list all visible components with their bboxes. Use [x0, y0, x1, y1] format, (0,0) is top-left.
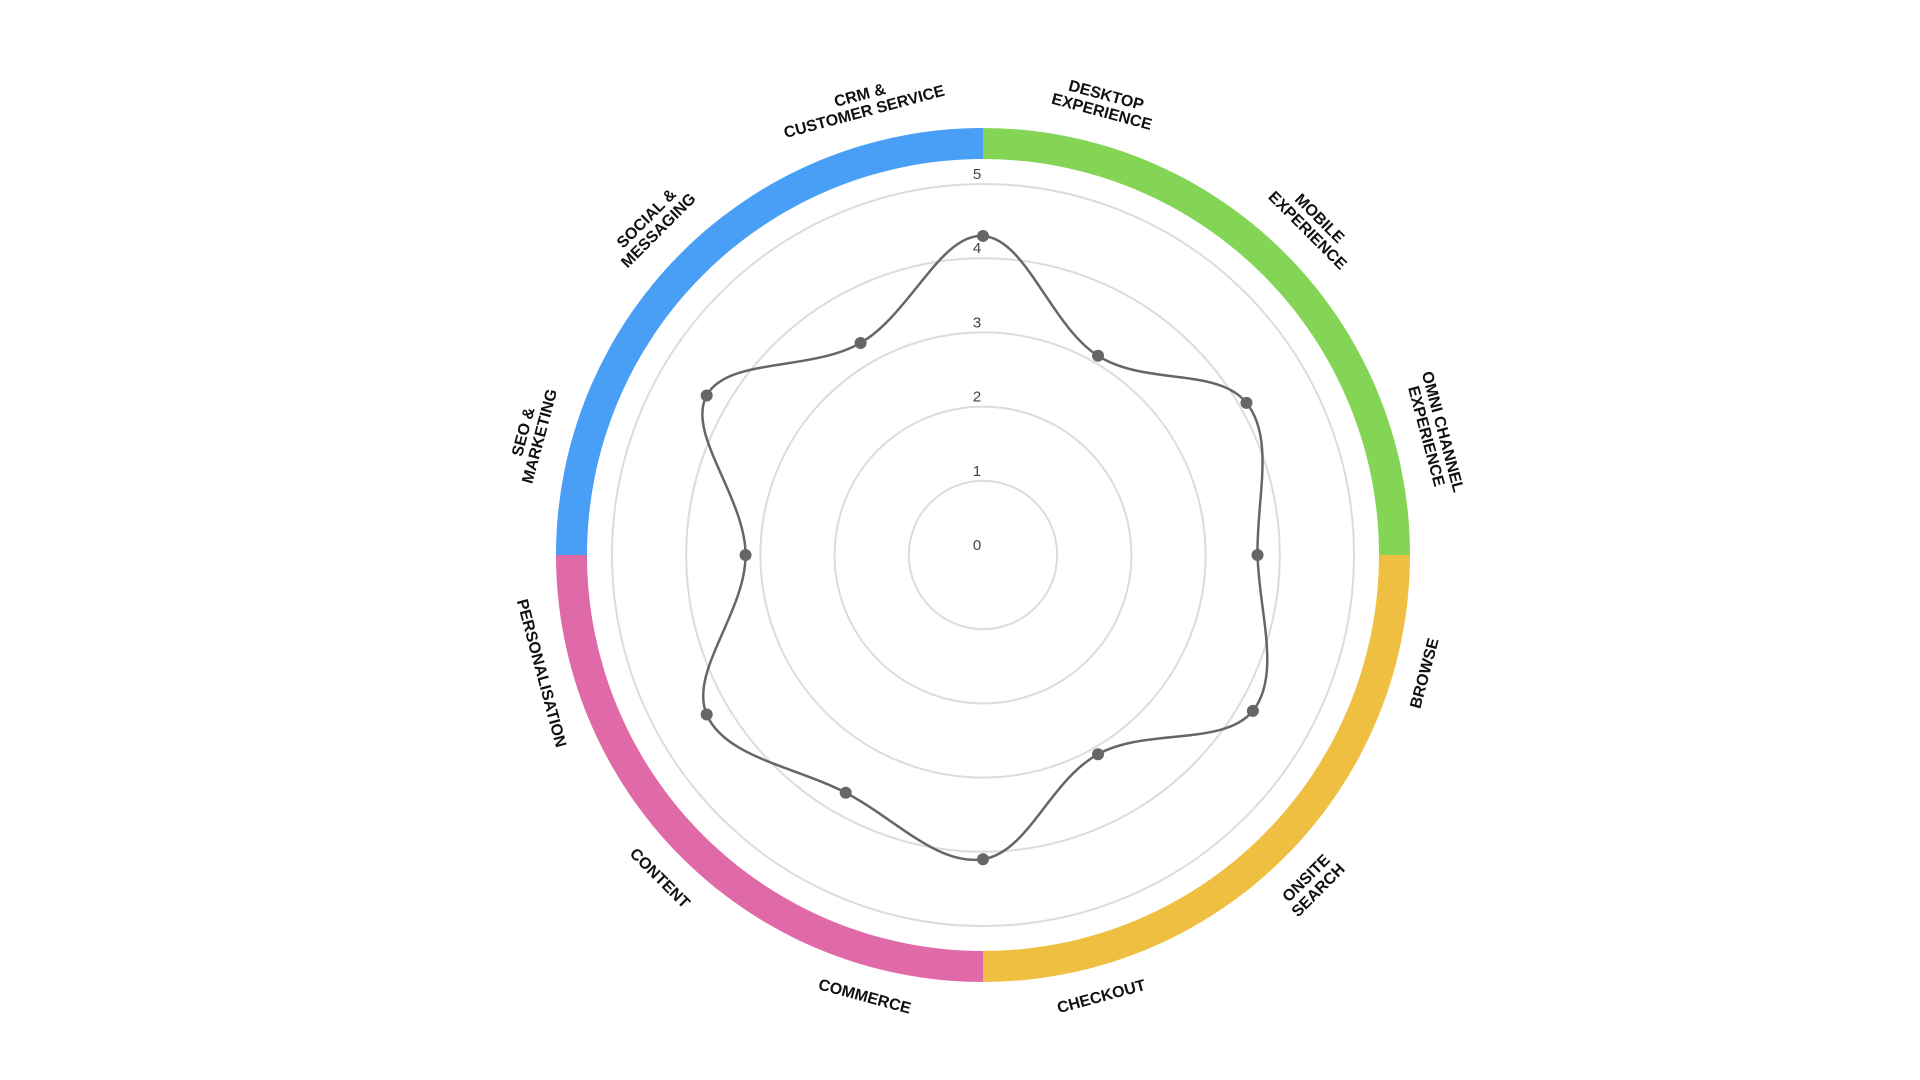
grid-circle [907, 479, 1059, 631]
data-point [1246, 704, 1259, 717]
ring-sector [983, 128, 1410, 555]
category-line: COMMERCE [816, 977, 913, 1018]
category-label: BROWSE [1408, 636, 1443, 710]
data-point [977, 853, 989, 866]
data-point [700, 389, 713, 402]
data-point [839, 786, 852, 799]
category-label: CRM &CUSTOMER SERVICE [782, 81, 947, 142]
tick-label: 5 [973, 166, 981, 183]
category-line: CHECKOUT [1055, 977, 1147, 1017]
data-point [1092, 748, 1105, 761]
category-label: PERSONALISATION [513, 598, 569, 750]
tick-label: 4 [973, 240, 981, 257]
data-point [700, 708, 713, 721]
category-label: COMMERCE [816, 977, 913, 1018]
ring-sector [983, 555, 1410, 982]
grid-circle [759, 331, 1207, 779]
grid-circle [833, 405, 1133, 705]
category-line: PERSONALISATION [513, 598, 569, 750]
tick-label: 2 [973, 389, 981, 406]
series-line [701, 234, 1269, 862]
tick-label: 1 [973, 463, 981, 480]
data-point [1092, 349, 1105, 362]
category-label: SEO &MARKETING [509, 387, 561, 485]
ring-sector [556, 555, 983, 982]
grid-circle [611, 183, 1355, 927]
data-point [739, 549, 752, 561]
category-line: BROWSE [1408, 636, 1443, 710]
ring-sector [556, 128, 983, 555]
data-point [1251, 549, 1264, 561]
data-point [1240, 396, 1253, 409]
tick-label: 3 [973, 314, 981, 331]
category-label: CHECKOUT [1055, 977, 1147, 1017]
grid-circle [685, 257, 1281, 853]
data-point [977, 229, 989, 242]
data-point [854, 336, 867, 349]
tick-label: 0 [973, 537, 981, 554]
